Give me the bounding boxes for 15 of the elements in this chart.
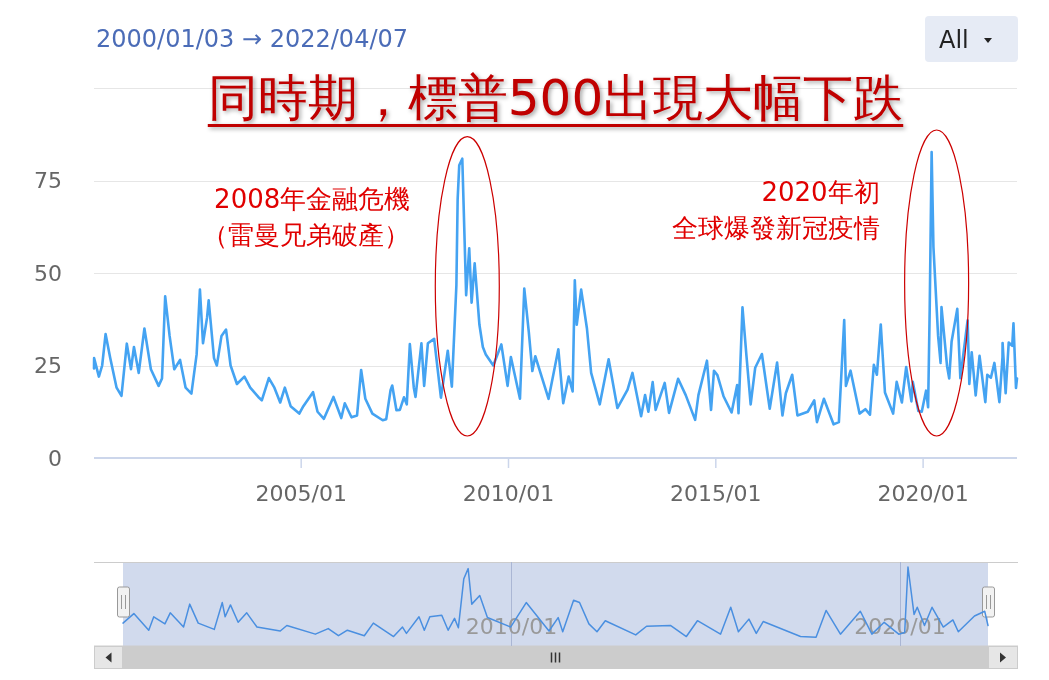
- annotation: 2020年初: [761, 177, 880, 208]
- y-tick-label: 25: [34, 353, 62, 378]
- y-tick-label: 0: [48, 445, 62, 471]
- line-series: [92, 150, 1019, 426]
- x-tick-label: 2005/01: [255, 480, 347, 506]
- annotation: 2008年金融危機: [214, 183, 411, 214]
- x-tick-label: 2020/01: [877, 480, 969, 506]
- chart-title: 同時期，標普500出現大幅下跌: [207, 69, 904, 127]
- y-tick-label: 50: [34, 260, 62, 286]
- annotation: 全球爆發新冠疫情: [671, 213, 880, 244]
- x-tick-label: 2015/01: [670, 480, 762, 506]
- chart-subtitle: 2000/01/03 → 2022/04/07: [96, 25, 409, 53]
- y-tick-label: 75: [34, 168, 62, 193]
- annotation: （雷曼兄弟破產）: [202, 219, 411, 250]
- x-tick-label: 2010/01: [462, 480, 555, 506]
